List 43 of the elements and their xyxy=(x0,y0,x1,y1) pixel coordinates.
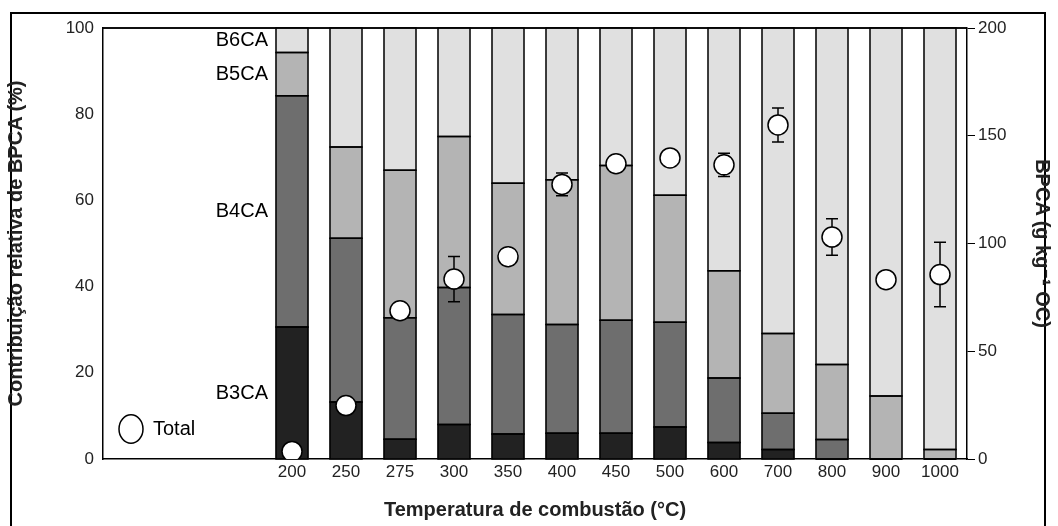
x-axis-title: Temperatura de combustão (°C) xyxy=(383,497,687,520)
legend-label: Total xyxy=(153,416,196,439)
y-axis-title: Contribuição relativa de BPCA (%) xyxy=(3,80,26,407)
x-tick-label: 800 xyxy=(817,461,847,481)
series-label: B3CA xyxy=(215,380,269,403)
y-tick-label: 0 xyxy=(84,448,94,468)
x-tick-label: 250 xyxy=(331,461,361,481)
x-tick-label: 400 xyxy=(547,461,577,481)
x-tick-label: 275 xyxy=(385,461,415,481)
y2-tick-label: 200 xyxy=(978,17,1007,37)
point xyxy=(497,245,519,268)
x-tick-label: 900 xyxy=(871,461,901,481)
x-tick-label: 600 xyxy=(709,461,739,481)
point xyxy=(605,153,627,175)
point xyxy=(875,268,897,291)
point xyxy=(821,226,843,248)
y2-tick-label: 0 xyxy=(978,448,988,468)
y2-tick-label: 50 xyxy=(978,340,997,360)
point xyxy=(389,299,411,322)
point xyxy=(281,440,303,459)
y-tick-label: 40 xyxy=(75,276,94,296)
y2-tick-label: 100 xyxy=(978,233,1007,253)
x-tick-label: 450 xyxy=(601,461,631,481)
point xyxy=(659,147,681,169)
series-label: B6CA xyxy=(215,27,269,50)
x-tick-label: 200 xyxy=(277,461,307,481)
y2-tick-label: 150 xyxy=(978,125,1007,145)
series-label: B4CA xyxy=(215,198,269,221)
x-tick-label: 500 xyxy=(655,461,685,481)
y-tick-label: 100 xyxy=(65,17,94,37)
y-tick-label: 20 xyxy=(75,362,94,382)
x-tick-label: 1000 xyxy=(921,461,959,481)
series-label: B5CA xyxy=(215,61,269,84)
x-tick-label: 350 xyxy=(493,461,523,481)
y2-axis-title: BPCA (g kg⁻¹ OC) xyxy=(1032,159,1055,328)
y-tick-label: 60 xyxy=(75,190,94,210)
x-tick-label: 700 xyxy=(763,461,793,481)
point xyxy=(767,114,789,136)
y-tick-label: 80 xyxy=(75,103,94,123)
x-tick-label: 300 xyxy=(439,461,469,481)
point xyxy=(335,394,357,417)
point xyxy=(443,268,465,290)
point xyxy=(929,263,951,286)
